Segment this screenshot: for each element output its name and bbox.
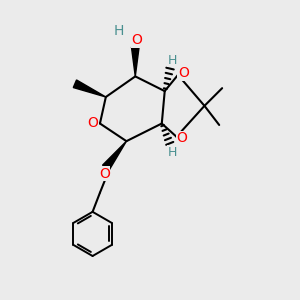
Text: O: O bbox=[178, 66, 189, 80]
Polygon shape bbox=[103, 141, 126, 170]
Text: O: O bbox=[176, 131, 187, 145]
Text: O: O bbox=[131, 34, 142, 47]
Text: O: O bbox=[87, 116, 98, 130]
Text: H: H bbox=[167, 54, 177, 67]
Polygon shape bbox=[73, 80, 106, 97]
Text: H: H bbox=[114, 24, 124, 38]
Polygon shape bbox=[131, 47, 139, 76]
Text: O: O bbox=[99, 167, 110, 181]
Text: H: H bbox=[167, 146, 177, 159]
